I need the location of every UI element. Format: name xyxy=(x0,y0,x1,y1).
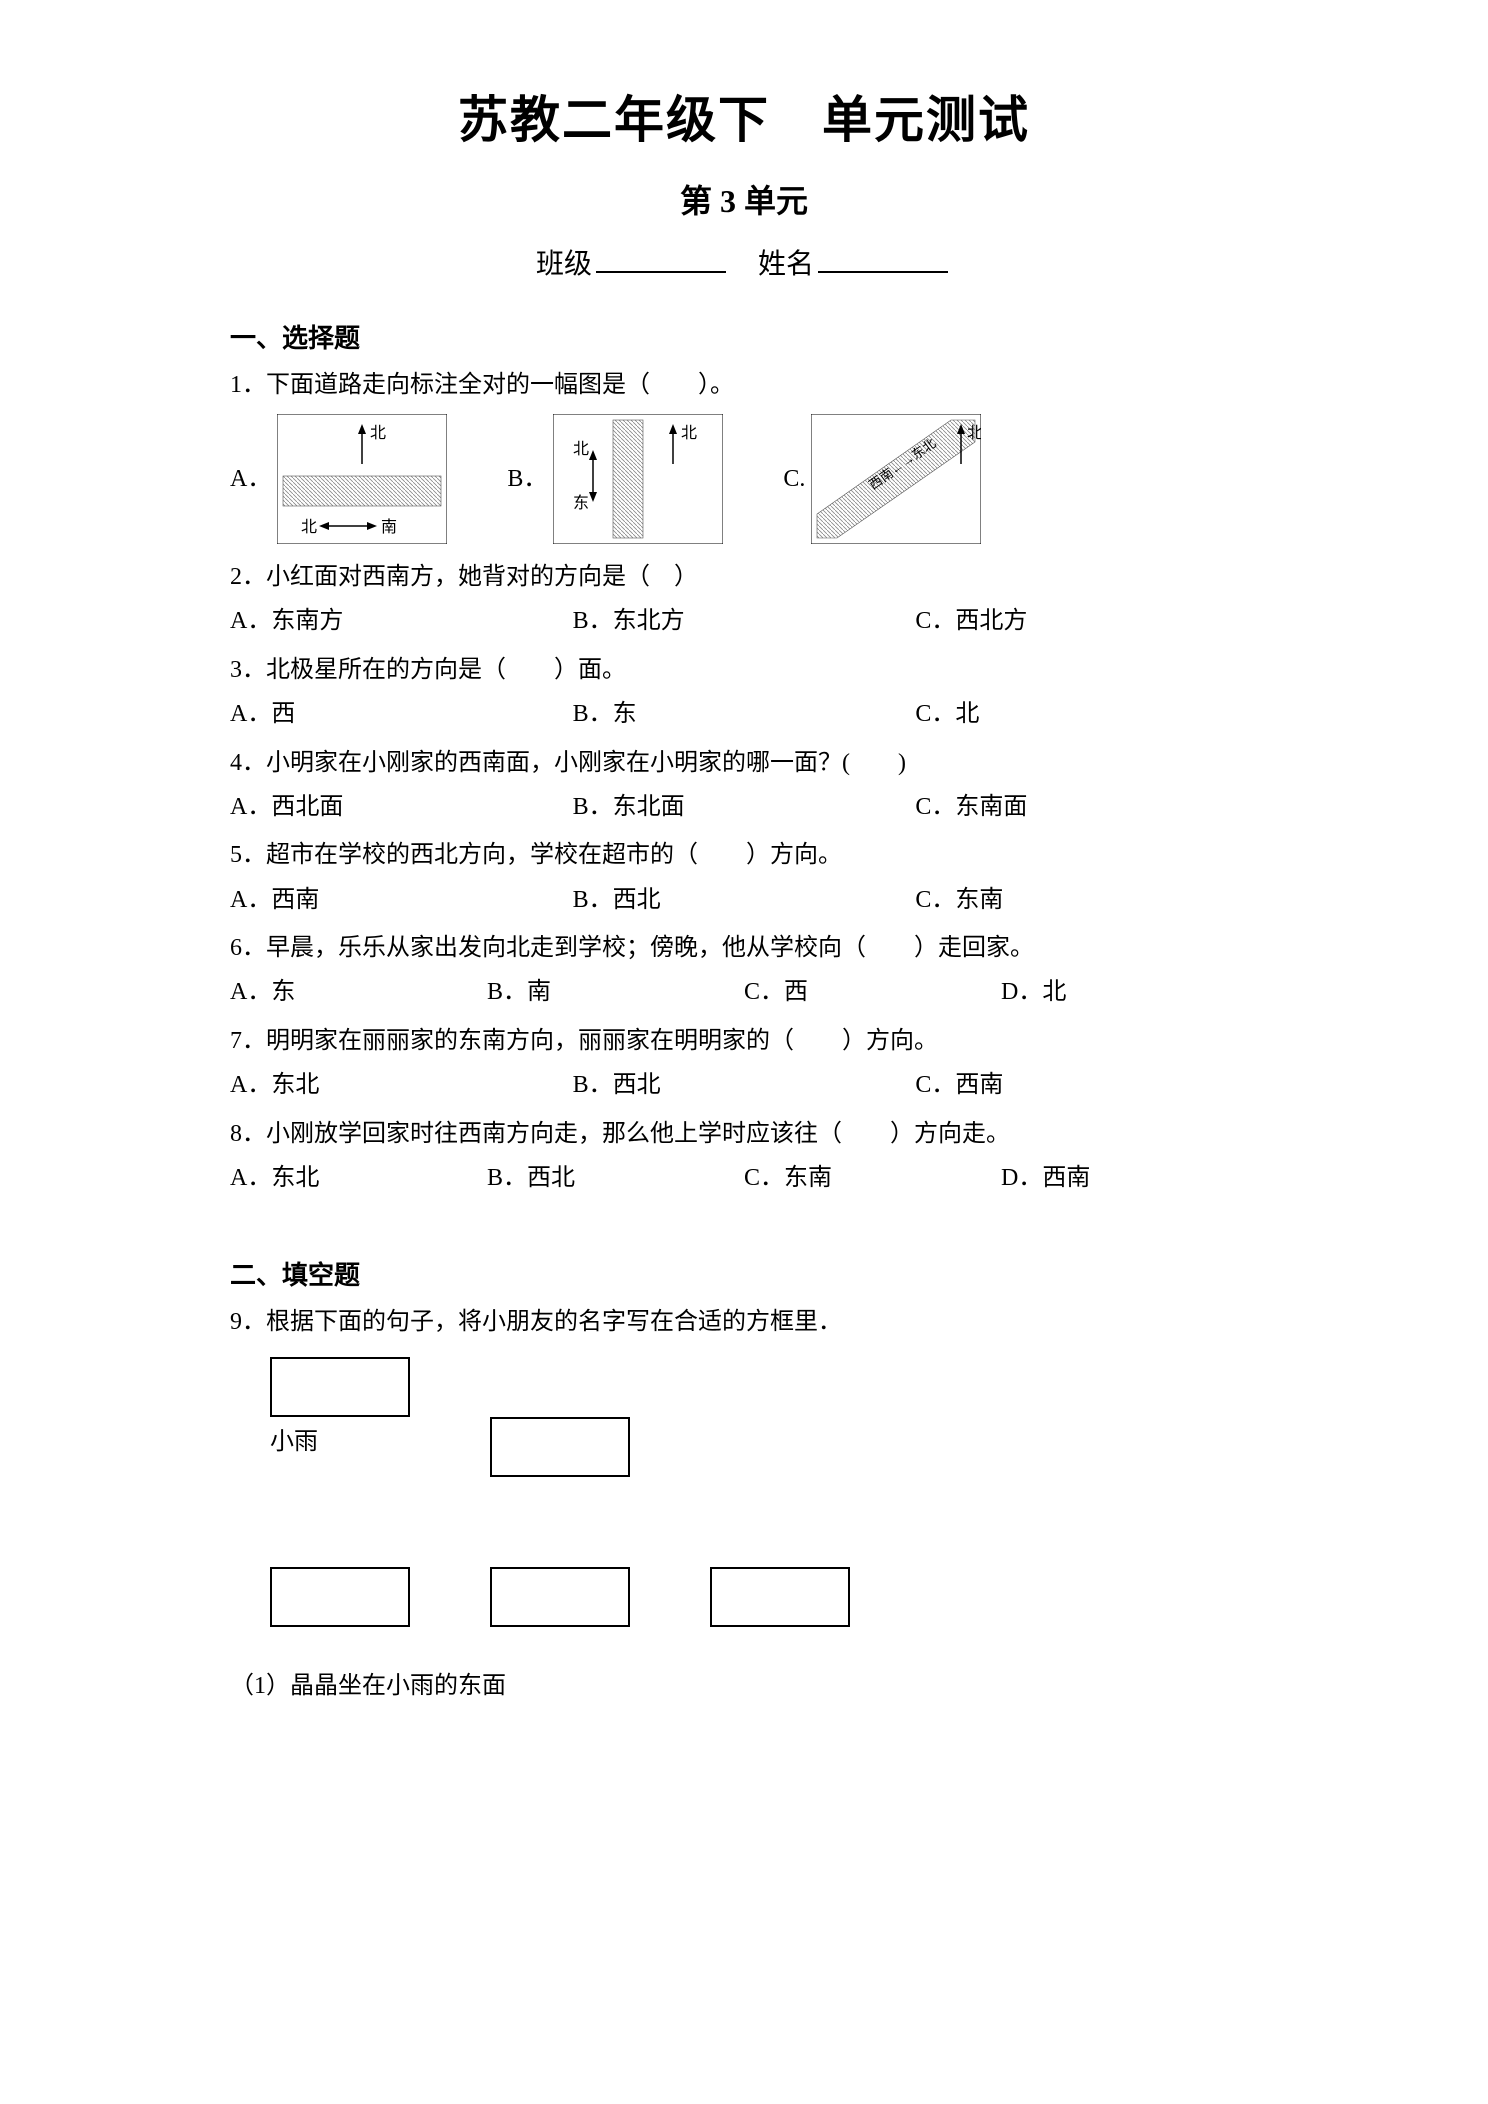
question-9: 9．根据下面的句子，将小朋友的名字写在合适的方框里． 小雨 （1）晶晶坐在小雨的… xyxy=(230,1303,1258,1706)
q4-opt-c: C．东南面 xyxy=(915,788,1258,826)
q5-opt-c: C．东南 xyxy=(915,881,1258,919)
q2-opt-c: C．西北方 xyxy=(915,602,1258,640)
section-2-heading: 二、填空题 xyxy=(230,1255,1258,1297)
q4-opt-a: A．西北面 xyxy=(230,788,573,826)
q9-sub-1: （1）晶晶坐在小雨的东面 xyxy=(230,1667,1258,1705)
question-8-text: 8．小刚放学回家时往西南方向走，那么他上学时应该往（ ）方向走。 xyxy=(230,1115,1258,1153)
question-2: 2．小红面对西南方，她背对的方向是（ ） A．东南方B．东北方C．西北方 xyxy=(230,558,1258,641)
question-5-text: 5．超市在学校的西北方向，学校在超市的（ ）方向。 xyxy=(230,836,1258,874)
q9-box-bottom-3[interactable] xyxy=(710,1567,850,1627)
option-b-diagram: 北 北 东 xyxy=(553,414,723,544)
q2-opt-a: A．东南方 xyxy=(230,602,573,640)
question-1-text: 1．下面道路走向标注全对的一幅图是（ ）。 xyxy=(230,366,1258,404)
page-title: 苏教二年级下 单元测试 xyxy=(230,80,1258,160)
q8-opt-d: D．西南 xyxy=(1001,1159,1258,1197)
q9-box-grid: 小雨 xyxy=(250,1357,890,1647)
svg-text:北: 北 xyxy=(370,424,386,442)
question-4-text: 4．小明家在小刚家的西南面，小刚家在小明家的哪一面？( ) xyxy=(230,744,1258,782)
question-3: 3．北极星所在的方向是（ ）面。 A．西B．东C．北 xyxy=(230,651,1258,734)
q6-opt-a: A．东 xyxy=(230,973,487,1011)
svg-text:南: 南 xyxy=(381,518,397,536)
question-5: 5．超市在学校的西北方向，学校在超市的（ ）方向。 A．西南B．西北C．东南 xyxy=(230,836,1258,919)
name-blank[interactable] xyxy=(818,245,948,273)
svg-text:北: 北 xyxy=(301,518,317,536)
section-1-heading: 一、选择题 xyxy=(230,318,1258,360)
svg-text:北: 北 xyxy=(681,424,697,442)
q3-opt-c: C．北 xyxy=(915,695,1258,733)
option-c-diagram: 北 西南←→东北 xyxy=(811,414,981,544)
question-1-options: A． 北 北 南 B． 北 xyxy=(230,414,1258,544)
question-2-text: 2．小红面对西南方，她背对的方向是（ ） xyxy=(230,558,1258,596)
q5-opt-b: B．西北 xyxy=(573,881,916,919)
q9-box-bottom-2[interactable] xyxy=(490,1567,630,1627)
class-label: 班级 xyxy=(536,249,592,280)
question-6: 6．早晨，乐乐从家出发向北走到学校；傍晚，他从学校向（ ）走回家。 A．东B．南… xyxy=(230,929,1258,1012)
q9-box-mid-right[interactable] xyxy=(490,1417,630,1477)
question-9-text: 9．根据下面的句子，将小朋友的名字写在合适的方框里． xyxy=(230,1303,1258,1341)
option-a-diagram: 北 北 南 xyxy=(277,414,447,544)
q6-opt-b: B．南 xyxy=(487,973,744,1011)
svg-text:北: 北 xyxy=(967,424,981,442)
class-blank[interactable] xyxy=(596,245,726,273)
q2-opt-b: B．东北方 xyxy=(573,602,916,640)
page-subtitle: 第 3 单元 xyxy=(230,176,1258,227)
q5-opt-a: A．西南 xyxy=(230,881,573,919)
student-info-row: 班级 姓名 xyxy=(230,243,1258,288)
question-3-text: 3．北极星所在的方向是（ ）面。 xyxy=(230,651,1258,689)
q7-opt-a: A．东北 xyxy=(230,1066,573,1104)
q7-opt-c: C．西南 xyxy=(915,1066,1258,1104)
q8-opt-a: A．东北 xyxy=(230,1159,487,1197)
q8-opt-c: C．东南 xyxy=(744,1159,1001,1197)
question-1: 1．下面道路走向标注全对的一幅图是（ ）。 A． 北 北 南 B． xyxy=(230,366,1258,544)
option-c-label: C. xyxy=(783,460,805,498)
q3-opt-a: A．西 xyxy=(230,695,573,733)
q8-opt-b: B．西北 xyxy=(487,1159,744,1197)
question-4: 4．小明家在小刚家的西南面，小刚家在小明家的哪一面？( ) A．西北面B．东北面… xyxy=(230,744,1258,827)
q9-box-bottom-1[interactable] xyxy=(270,1567,410,1627)
name-label: 姓名 xyxy=(758,249,814,280)
q7-opt-b: B．西北 xyxy=(573,1066,916,1104)
q3-opt-b: B．东 xyxy=(573,695,916,733)
q6-opt-c: C．西 xyxy=(744,973,1001,1011)
question-8: 8．小刚放学回家时往西南方向走，那么他上学时应该往（ ）方向走。 A．东北B．西… xyxy=(230,1115,1258,1198)
q9-box-top-left[interactable] xyxy=(270,1357,410,1417)
question-7: 7．明明家在丽丽家的东南方向，丽丽家在明明家的（ ）方向。 A．东北B．西北C．… xyxy=(230,1022,1258,1105)
svg-text:东: 东 xyxy=(573,494,589,512)
question-6-text: 6．早晨，乐乐从家出发向北走到学校；傍晚，他从学校向（ ）走回家。 xyxy=(230,929,1258,967)
option-a-label: A． xyxy=(230,460,271,498)
question-7-text: 7．明明家在丽丽家的东南方向，丽丽家在明明家的（ ）方向。 xyxy=(230,1022,1258,1060)
q4-opt-b: B．东北面 xyxy=(573,788,916,826)
svg-text:北: 北 xyxy=(573,440,589,458)
q9-name-xiaoyu: 小雨 xyxy=(270,1423,318,1461)
option-b-label: B． xyxy=(507,460,547,498)
q6-opt-d: D．北 xyxy=(1001,973,1258,1011)
